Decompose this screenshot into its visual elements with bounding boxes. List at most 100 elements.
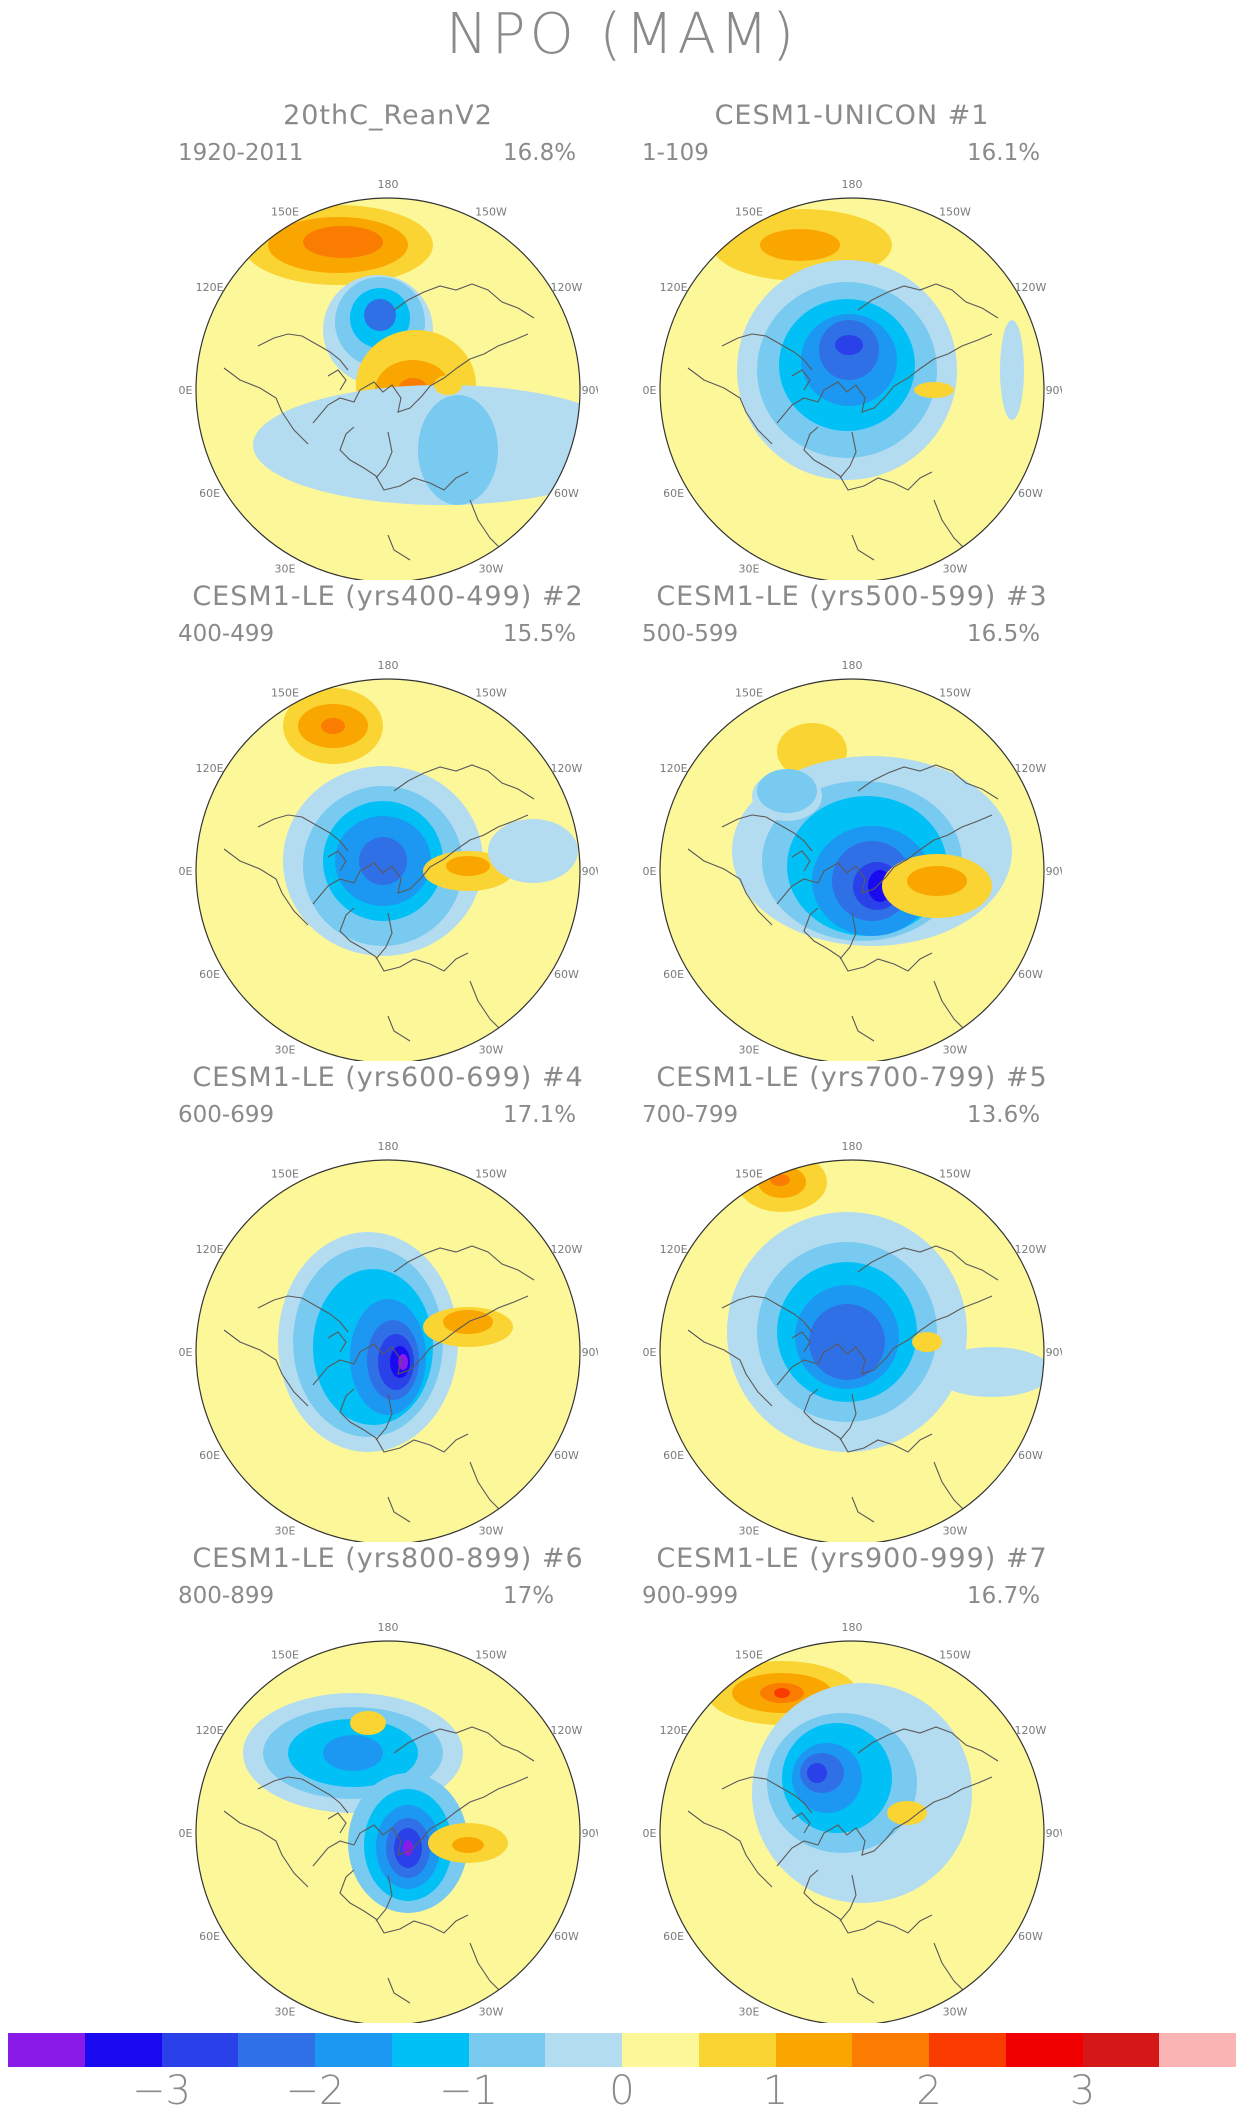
longitude-label: 180: [842, 178, 863, 191]
longitude-label: 150W: [475, 1649, 507, 1662]
longitude-label: 120W: [1014, 762, 1046, 775]
longitude-label: 120E: [196, 281, 224, 294]
longitude-label: 150W: [475, 687, 507, 700]
longitude-label: 30E: [275, 1043, 296, 1056]
coastline: [223, 283, 535, 561]
panel-period: 800-899: [178, 1583, 275, 1609]
longitude-label: 30E: [739, 1043, 760, 1056]
anomaly-contour: [321, 718, 345, 734]
coastline: [687, 1726, 999, 2004]
longitude-label: 30W: [943, 1043, 968, 1056]
longitude-label: 180: [378, 659, 399, 672]
longitude-label: 180: [842, 1140, 863, 1153]
anomaly-contour: [887, 1801, 927, 1825]
longitude-label: 30W: [479, 1524, 504, 1537]
longitude-label: 150E: [735, 1649, 763, 1662]
longitude-label: 150E: [271, 1649, 299, 1662]
map-boundary: [195, 1159, 581, 1542]
panel-variance-pct: 16.8%: [503, 140, 577, 166]
anomaly-contour: [350, 1711, 386, 1735]
longitude-label: 180: [842, 1621, 863, 1634]
page-title: NPO (MAM): [445, 2, 799, 67]
anomaly-contour: [907, 866, 967, 896]
panel-title: CESM1-LE (yrs700-799) #5: [656, 1062, 1048, 1093]
anomaly-contour: [932, 1347, 1044, 1397]
colorbar-tick-label: 3: [1069, 2068, 1096, 2114]
panel-title: CESM1-UNICON #1: [714, 100, 990, 131]
longitude-label: 90W: [1046, 1827, 1062, 1840]
longitude-label: 90W: [1046, 865, 1062, 878]
anomaly-contour: [807, 1763, 827, 1783]
map-panel-8: CESM1-LE (yrs900-999) #7 900-999 16.7% 1…: [642, 1543, 1142, 2023]
longitude-label: 150E: [735, 206, 763, 219]
longitude-label: 120E: [196, 762, 224, 775]
longitude-label: 30E: [275, 2005, 296, 2018]
longitude-label: 60W: [554, 968, 579, 981]
longitude-label: 60E: [199, 1449, 220, 1462]
colorbar-swatch: [1005, 2033, 1083, 2067]
panel-variance-pct: 15.5%: [503, 621, 577, 647]
longitude-label: 120W: [1014, 281, 1046, 294]
colorbar-swatch: [84, 2033, 162, 2067]
colorbar-tick-label: −3: [132, 2068, 191, 2114]
polar-map: 180150E120E90E60E30E030W60W90W120W150W: [178, 659, 598, 1061]
anomaly-contour: [446, 856, 490, 876]
longitude-label: 90E: [642, 1346, 657, 1359]
longitude-label: 150W: [939, 1649, 971, 1662]
colorbar-tick-label: 1: [762, 2068, 789, 2114]
colorbar-swatch: [852, 2033, 929, 2067]
polar-map: 180150E120E90E60E30E030W60W90W120W150W: [642, 1621, 1062, 2023]
anomaly-contour: [760, 229, 840, 261]
longitude-label: 90W: [582, 1346, 598, 1359]
map-boundary: [195, 1640, 581, 2023]
anomaly-contour: [1000, 320, 1024, 420]
colorbar-swatch: [698, 2033, 776, 2067]
anomaly-contour: [418, 395, 498, 505]
longitude-label: 90W: [582, 384, 598, 397]
panel-variance-pct: 17%: [503, 1583, 555, 1609]
panel-variance-pct: 16.5%: [967, 621, 1041, 647]
map-panel-6: CESM1-LE (yrs700-799) #5 700-799 13.6% 1…: [642, 1062, 1142, 1542]
panel-period: 900-999: [642, 1583, 739, 1609]
anomaly-contour: [809, 1304, 885, 1380]
longitude-label: 90E: [178, 384, 193, 397]
longitude-label: 120W: [550, 762, 582, 775]
longitude-label: 90E: [178, 865, 193, 878]
panel-variance-pct: 16.1%: [967, 140, 1041, 166]
colorbar-swatch: [315, 2033, 392, 2067]
map-panel-3: CESM1-LE (yrs400-499) #2 400-499 15.5% 1…: [178, 581, 678, 1061]
longitude-label: 60E: [199, 487, 220, 500]
anomaly-contour: [488, 819, 578, 883]
anomaly-contour: [912, 1332, 942, 1352]
longitude-label: 30W: [943, 1524, 968, 1537]
longitude-label: 120W: [1014, 1243, 1046, 1256]
longitude-label: 120W: [550, 1243, 582, 1256]
map-boundary: [195, 678, 581, 1061]
longitude-label: 120E: [660, 762, 688, 775]
longitude-label: 90E: [642, 1827, 657, 1840]
polar-map: 180150E120E90E60E30E030W60W90W120W150W: [642, 1140, 1062, 1542]
colorbar-swatch: [8, 2033, 85, 2067]
longitude-label: 60W: [554, 1449, 579, 1462]
longitude-label: 180: [378, 1621, 399, 1634]
anomaly-contour: [398, 1354, 408, 1370]
map-panel-4: CESM1-LE (yrs500-599) #3 500-599 16.5% 1…: [642, 581, 1142, 1061]
longitude-label: 90W: [1046, 1346, 1062, 1359]
panel-title: 20thC_ReanV2: [283, 100, 493, 131]
longitude-label: 30W: [943, 562, 968, 575]
longitude-label: 60W: [1018, 1930, 1043, 1943]
anomaly-contour: [757, 769, 817, 813]
longitude-label: 120E: [660, 1724, 688, 1737]
longitude-label: 150W: [475, 206, 507, 219]
longitude-label: 150W: [939, 1168, 971, 1181]
panel-title: CESM1-LE (yrs900-999) #7: [656, 1543, 1048, 1574]
map-boundary: [659, 197, 1045, 580]
panel-variance-pct: 16.7%: [967, 1583, 1041, 1609]
panel-period: 1-109: [642, 140, 709, 166]
longitude-label: 150E: [271, 1168, 299, 1181]
panel-variance-pct: 13.6%: [967, 1102, 1041, 1128]
longitude-label: 60E: [199, 1930, 220, 1943]
longitude-label: 30W: [479, 1043, 504, 1056]
longitude-label: 150E: [271, 206, 299, 219]
colorbar-swatch: [1159, 2033, 1236, 2067]
